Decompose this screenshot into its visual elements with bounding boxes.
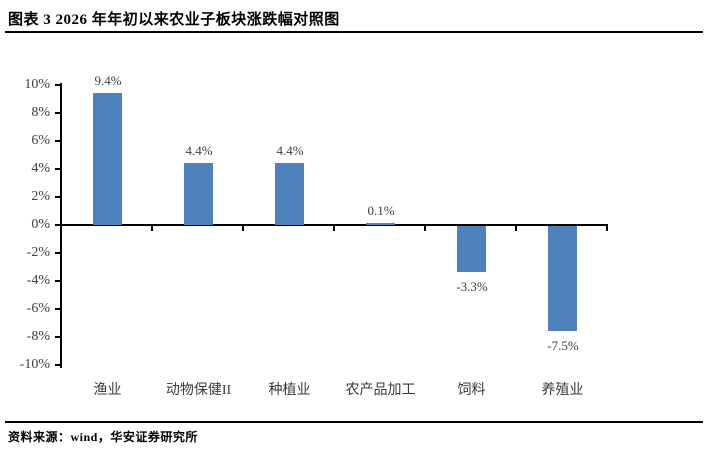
y-axis-tick-label: 10% (24, 77, 50, 92)
category-label: 农产品加工 (345, 383, 416, 398)
footer-divider (5, 421, 703, 423)
chart-title: 图表 3 2026 年年初以来农业子板块涨跌幅对照图 (8, 12, 340, 28)
x-axis-tick (333, 225, 335, 231)
y-axis-tick (55, 168, 60, 170)
x-axis-tick (606, 225, 608, 231)
bar (184, 163, 213, 225)
bar (548, 226, 577, 331)
bar (366, 223, 395, 225)
y-axis-tick-label: -6% (26, 301, 50, 316)
y-axis-tick (55, 336, 60, 338)
y-axis-tick (55, 364, 60, 366)
bar-value-label: 4.4% (185, 143, 213, 158)
title-divider (5, 31, 703, 33)
y-axis-tick (55, 224, 60, 226)
bar-chart: 10% 8% 6% 4% 2% 0% -2% -4% -6% -8% -10% 9.4% 渔业 4.4% 动… (0, 34, 709, 409)
y-axis-tick-label: -4% (26, 273, 50, 288)
y-axis-tick-label: 0% (31, 217, 50, 232)
category-label: 养殖业 (541, 383, 584, 398)
bar (93, 93, 122, 225)
bar-value-label: -7.5% (547, 338, 579, 353)
category-label: 渔业 (93, 383, 122, 398)
y-axis-tick-label: -8% (26, 329, 50, 344)
bar-value-label: -3.3% (456, 279, 488, 294)
x-axis-tick (242, 225, 244, 231)
y-axis-tick-label: 8% (31, 105, 50, 120)
y-axis-tick-label: 2% (31, 189, 50, 204)
bar-value-label: 9.4% (94, 73, 122, 88)
x-axis-tick (424, 225, 426, 231)
category-label: 动物保健II (165, 383, 232, 398)
y-axis-tick (55, 280, 60, 282)
bar (457, 226, 486, 272)
y-axis-tick-label: -2% (26, 245, 50, 260)
y-axis-tick-label: 4% (31, 161, 50, 176)
bar-value-label: 0.1% (367, 203, 395, 218)
bar-value-label: 4.4% (276, 143, 304, 158)
y-axis-tick (55, 252, 60, 254)
y-axis-tick (55, 196, 60, 198)
y-axis-tick-label: -10% (19, 357, 50, 372)
y-axis-tick-label: 6% (31, 133, 50, 148)
y-axis-tick (55, 140, 60, 142)
bar (275, 163, 304, 225)
y-axis-tick (55, 84, 60, 86)
y-axis-tick (55, 112, 60, 114)
x-axis-tick (151, 225, 153, 231)
y-axis-tick (55, 308, 60, 310)
category-label: 种植业 (268, 383, 311, 398)
x-axis-tick (515, 225, 517, 231)
source-note: 资料来源：wind，华安证券研究所 (8, 430, 198, 444)
category-label: 饲料 (457, 383, 486, 398)
